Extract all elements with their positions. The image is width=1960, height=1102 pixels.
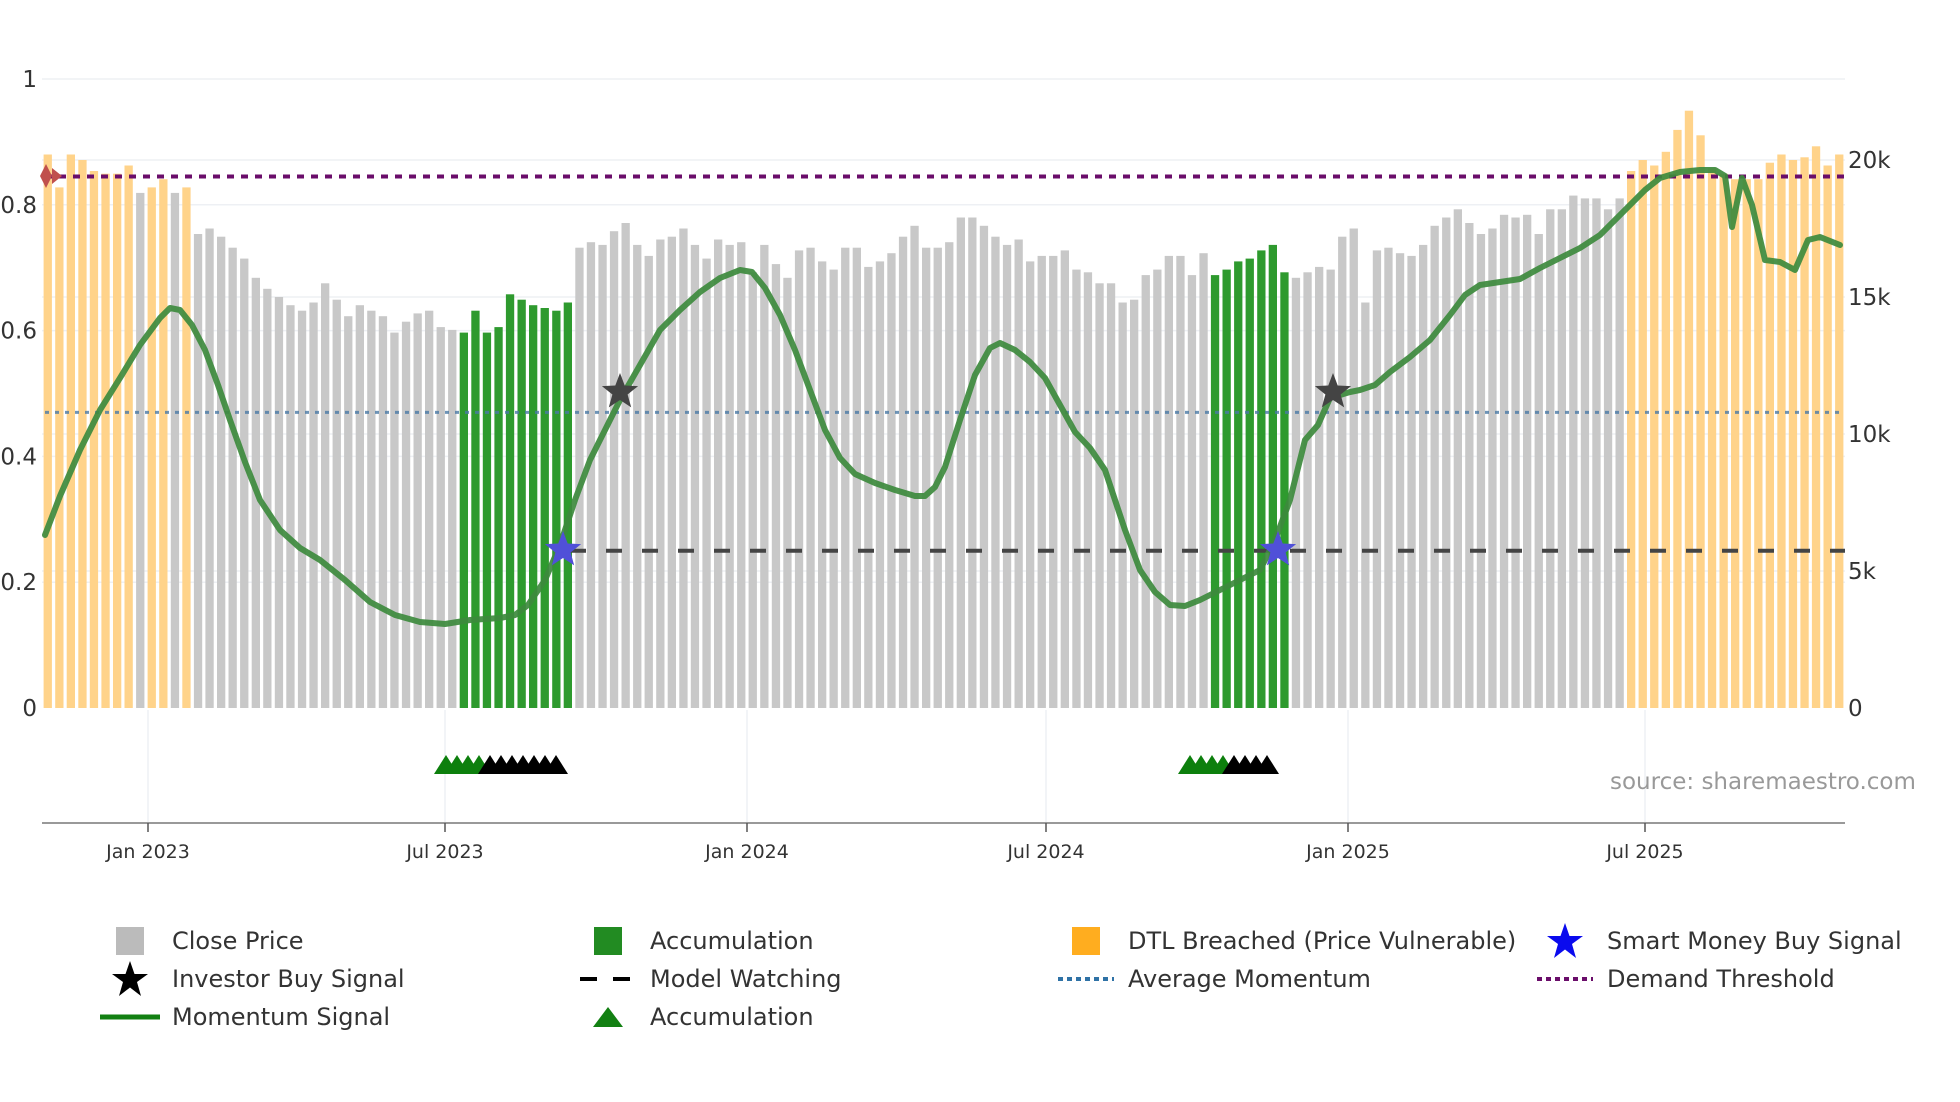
svg-text:1: 1 <box>22 67 37 93</box>
legend-label: Close Price <box>172 927 304 955</box>
legend-item-accumulation-bar[interactable]: Accumulation <box>578 924 814 958</box>
legend: Close Price Accumulation DTL Breached (P… <box>0 922 1960 1042</box>
blue-star-icon <box>1535 923 1595 958</box>
legend-label: Accumulation <box>650 927 814 955</box>
legend-label: DTL Breached (Price Vulnerable) <box>1128 927 1517 955</box>
svg-text:Jul 2024: Jul 2024 <box>1006 841 1084 863</box>
purple-dotted-line-icon <box>1535 962 1595 996</box>
svg-text:10k: 10k <box>1848 422 1891 448</box>
source-attribution: source: sharemaestro.com <box>1610 769 1916 795</box>
gray-square-icon <box>100 924 160 958</box>
orange-square-icon <box>1056 924 1116 958</box>
svg-text:Jan 2024: Jan 2024 <box>704 841 789 863</box>
legend-item-smart-money-buy[interactable]: Smart Money Buy Signal <box>1535 923 1902 958</box>
green-triangle-icon <box>578 1000 638 1034</box>
svg-text:5k: 5k <box>1848 559 1877 585</box>
legend-item-dtl-breached[interactable]: DTL Breached (Price Vulnerable) <box>1056 924 1516 958</box>
svg-text:15k: 15k <box>1848 285 1891 311</box>
legend-item-momentum-signal[interactable]: Momentum Signal <box>100 1000 390 1034</box>
legend-item-demand-threshold[interactable]: Demand Threshold <box>1535 962 1835 996</box>
green-square-icon <box>578 924 638 958</box>
svg-text:0: 0 <box>22 696 37 722</box>
momentum-signal-line <box>42 167 1843 627</box>
svg-text:Jan 2025: Jan 2025 <box>1305 841 1390 863</box>
black-dashed-line-icon <box>578 962 638 996</box>
svg-text:0.8: 0.8 <box>0 193 37 219</box>
legend-label: Momentum Signal <box>172 1003 391 1031</box>
blue-dotted-line-icon <box>1056 962 1116 996</box>
svg-text:Jul 2025: Jul 2025 <box>1605 841 1683 863</box>
svg-text:Jan 2023: Jan 2023 <box>105 841 190 863</box>
signal-markers <box>434 373 1352 774</box>
green-line-icon <box>100 1000 160 1034</box>
legend-label: Model Watching <box>650 965 842 993</box>
reference-lines <box>40 164 1845 553</box>
legend-label: Investor Buy Signal <box>172 965 405 993</box>
svg-text:0: 0 <box>1848 696 1863 722</box>
black-star-icon <box>100 961 160 996</box>
svg-text:20k: 20k <box>1848 148 1891 174</box>
gridlines <box>42 78 1845 822</box>
svg-text:0.2: 0.2 <box>0 570 37 596</box>
legend-item-accumulation-marker[interactable]: Accumulation <box>578 1000 814 1034</box>
axes: Jan 2023 Jul 2023 Jan 2024 Jul 2024 Jan 2025… <box>0 67 1891 863</box>
price-bars <box>43 110 1844 709</box>
legend-label: Accumulation <box>650 1003 814 1031</box>
svg-text:0.6: 0.6 <box>0 319 37 345</box>
legend-item-investor-buy[interactable]: Investor Buy Signal <box>100 961 405 996</box>
legend-label: Smart Money Buy Signal <box>1607 927 1902 955</box>
legend-item-model-watching[interactable]: Model Watching <box>578 962 842 996</box>
legend-item-average-momentum[interactable]: Average Momentum <box>1056 962 1371 996</box>
legend-item-close-price[interactable]: Close Price <box>100 924 304 958</box>
legend-label: Average Momentum <box>1128 965 1371 993</box>
chart-plot-area: Jan 2023 Jul 2023 Jan 2024 Jul 2024 Jan 2025… <box>0 67 1891 863</box>
svg-text:0.4: 0.4 <box>0 444 37 470</box>
legend-label: Demand Threshold <box>1607 965 1835 993</box>
svg-text:Jul 2023: Jul 2023 <box>405 841 483 863</box>
